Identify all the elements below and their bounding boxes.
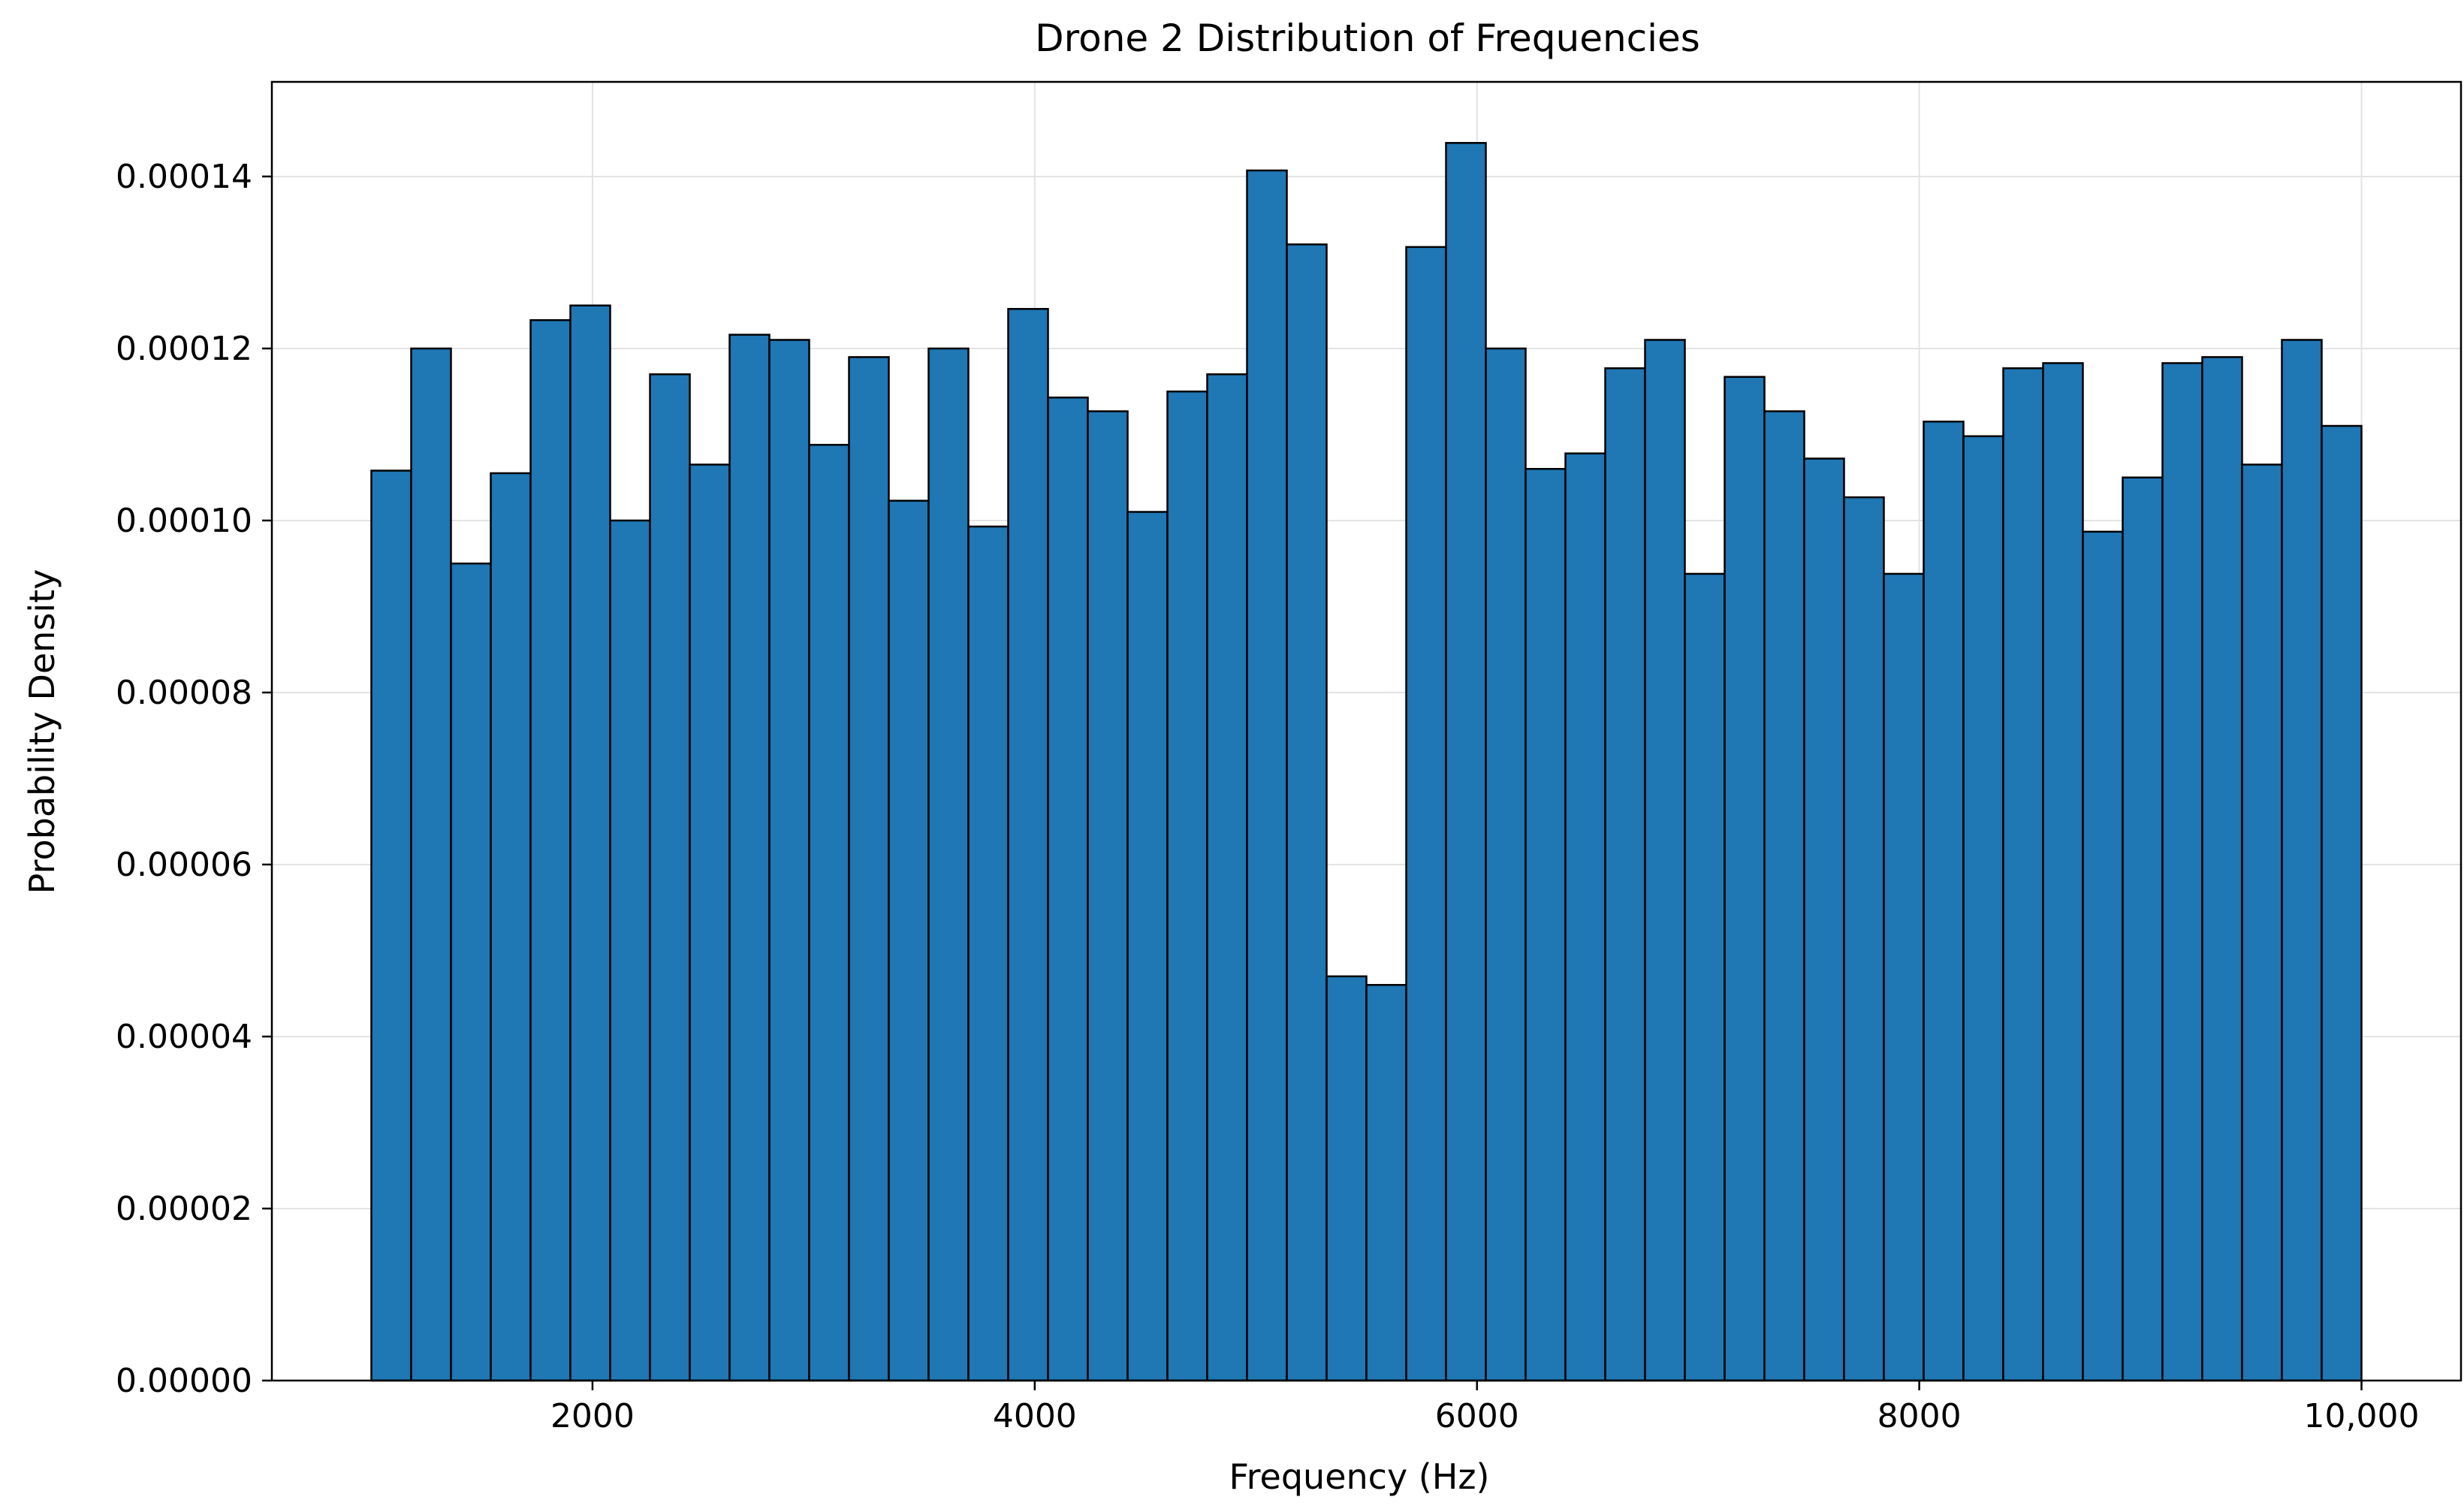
histogram-bar [609, 519, 651, 1382]
histogram-bar [1962, 435, 2004, 1382]
y-tick-label: 0.00010 [116, 502, 252, 540]
x-tick-label: 2000 [550, 1397, 635, 1435]
histogram-bar [2321, 424, 2363, 1382]
x-tick-label: 6000 [1435, 1397, 1519, 1435]
histogram-bar [2161, 362, 2203, 1382]
histogram-bar [410, 347, 452, 1382]
histogram-bar [1365, 984, 1407, 1382]
histogram-bars [370, 142, 2363, 1382]
histogram-bar [848, 356, 890, 1382]
y-tick-label: 0.00002 [116, 1190, 252, 1228]
histogram-bar [728, 333, 771, 1382]
chart-title: Drone 2 Distribution of Frequencies [1035, 17, 1700, 60]
histogram-bar [768, 339, 810, 1382]
plot-frame [270, 80, 2462, 1382]
y-tick-label: 0.00000 [116, 1362, 252, 1400]
histogram-bar [1405, 246, 1447, 1382]
histogram-bar [1644, 339, 1686, 1382]
histogram-bar [1166, 390, 1208, 1382]
x-tick-label: 8000 [1877, 1397, 1962, 1435]
x-tick-label: 10,000 [2304, 1397, 2420, 1435]
histogram-bar [1525, 468, 1567, 1382]
histogram-bar [2042, 362, 2084, 1382]
histogram-bar [1206, 373, 1248, 1382]
histogram-bar [2082, 530, 2124, 1382]
histogram-bar [2002, 367, 2044, 1382]
histogram-bar [1843, 496, 1885, 1382]
y-tick-label: 0.00008 [116, 674, 252, 712]
histogram-bar [1087, 410, 1129, 1382]
histogram-bar [490, 472, 532, 1382]
histogram-bar [927, 347, 970, 1382]
histogram-bar [1724, 376, 1766, 1382]
histogram-bar [1883, 572, 1925, 1382]
histogram-bar [1445, 142, 1487, 1382]
y-tick-label: 0.00012 [116, 330, 252, 368]
y-axis-ticks: 0.00000 0.00002 0.00004 0.00006 0.00008 0.000… [116, 158, 272, 1400]
histogram-bar [1923, 421, 1965, 1382]
y-tick-label: 0.00004 [116, 1018, 252, 1056]
histogram-bar [370, 469, 412, 1382]
histogram-bar [689, 463, 731, 1382]
histogram-bar [1763, 410, 1805, 1382]
histogram-bar [888, 499, 930, 1382]
histogram-bar [1325, 975, 1368, 1382]
histogram-bar [1246, 169, 1288, 1382]
histogram-bar [1126, 511, 1169, 1382]
histogram-bar [808, 443, 850, 1382]
histogram-bar [2241, 463, 2283, 1382]
y-tick-label: 0.00006 [116, 846, 252, 884]
histogram-bar [1007, 308, 1049, 1382]
histogram-bar [1286, 243, 1328, 1382]
histogram-bar [529, 318, 572, 1382]
histogram-bar [1803, 457, 1845, 1382]
histogram-bar [649, 373, 691, 1382]
histogram-bar [2201, 356, 2243, 1382]
histogram-bar [1684, 572, 1726, 1382]
x-axis-ticks: 2000 4000 6000 8000 10,000 [550, 1381, 2420, 1435]
histogram-bar [569, 304, 611, 1382]
histogram-bar [2122, 476, 2164, 1382]
histogram-bar [1047, 396, 1089, 1382]
y-tick-label: 0.00014 [116, 158, 252, 196]
x-axis-label: Frequency (Hz) [1229, 1456, 1490, 1497]
histogram-bar [1564, 452, 1606, 1382]
histogram-bar [1604, 367, 1646, 1382]
histogram-bar [967, 525, 1009, 1382]
histogram-bar [1485, 347, 1527, 1382]
histogram-bar [2281, 339, 2323, 1382]
y-axis-label: Probability Density [22, 569, 62, 895]
histogram-bar [450, 562, 492, 1382]
x-tick-label: 4000 [993, 1397, 1077, 1435]
